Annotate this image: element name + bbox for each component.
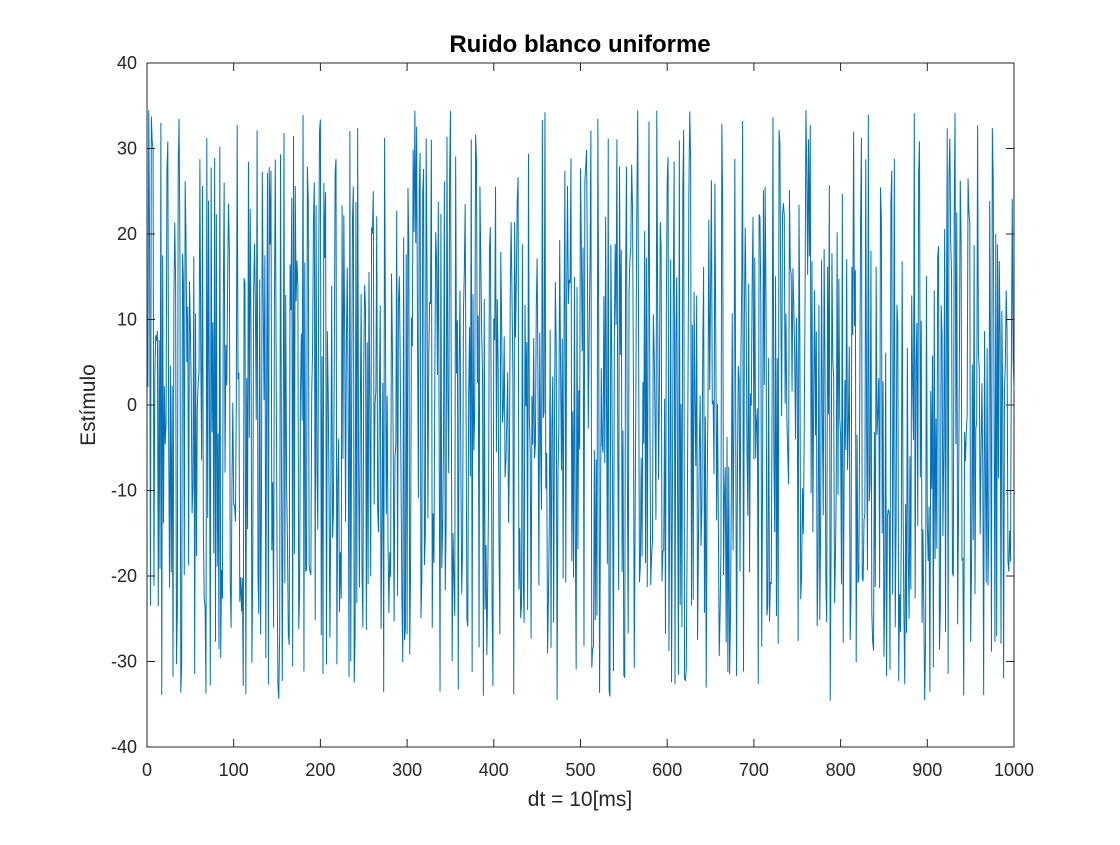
x-axis-label: dt = 10[ms] [528,788,632,811]
series-layer [147,110,1015,701]
y-tick-label: -30 [111,652,137,672]
x-tick-label: 100 [219,760,249,780]
x-tick-label: 200 [305,760,335,780]
x-tick-label: 800 [826,760,856,780]
x-tick-label: 300 [392,760,422,780]
y-tick-label: 0 [127,395,137,415]
y-tick-label: -20 [111,566,137,586]
x-tick-label: 700 [739,760,769,780]
x-tick-label: 1000 [994,760,1034,780]
x-tick-label: 500 [565,760,595,780]
ticks-layer: 0 100 200 300 400 500 600 700 800 900 1000-40-30-2… [111,53,1034,780]
y-tick-label: -10 [111,481,137,501]
x-tick-label: 600 [652,760,682,780]
y-axis-label: Estímulo [77,364,100,446]
y-tick-label: 30 [117,139,137,159]
chart-title: Ruido blanco uniforme [449,31,710,58]
y-tick-label: -40 [111,737,137,757]
x-tick-label: 0 [142,760,152,780]
x-tick-label: 900 [912,760,942,780]
y-tick-label: 40 [117,53,137,73]
noise-series-line [147,110,1015,701]
y-tick-label: 20 [117,224,137,244]
x-tick-label: 400 [479,760,509,780]
y-tick-label: 10 [117,310,137,330]
